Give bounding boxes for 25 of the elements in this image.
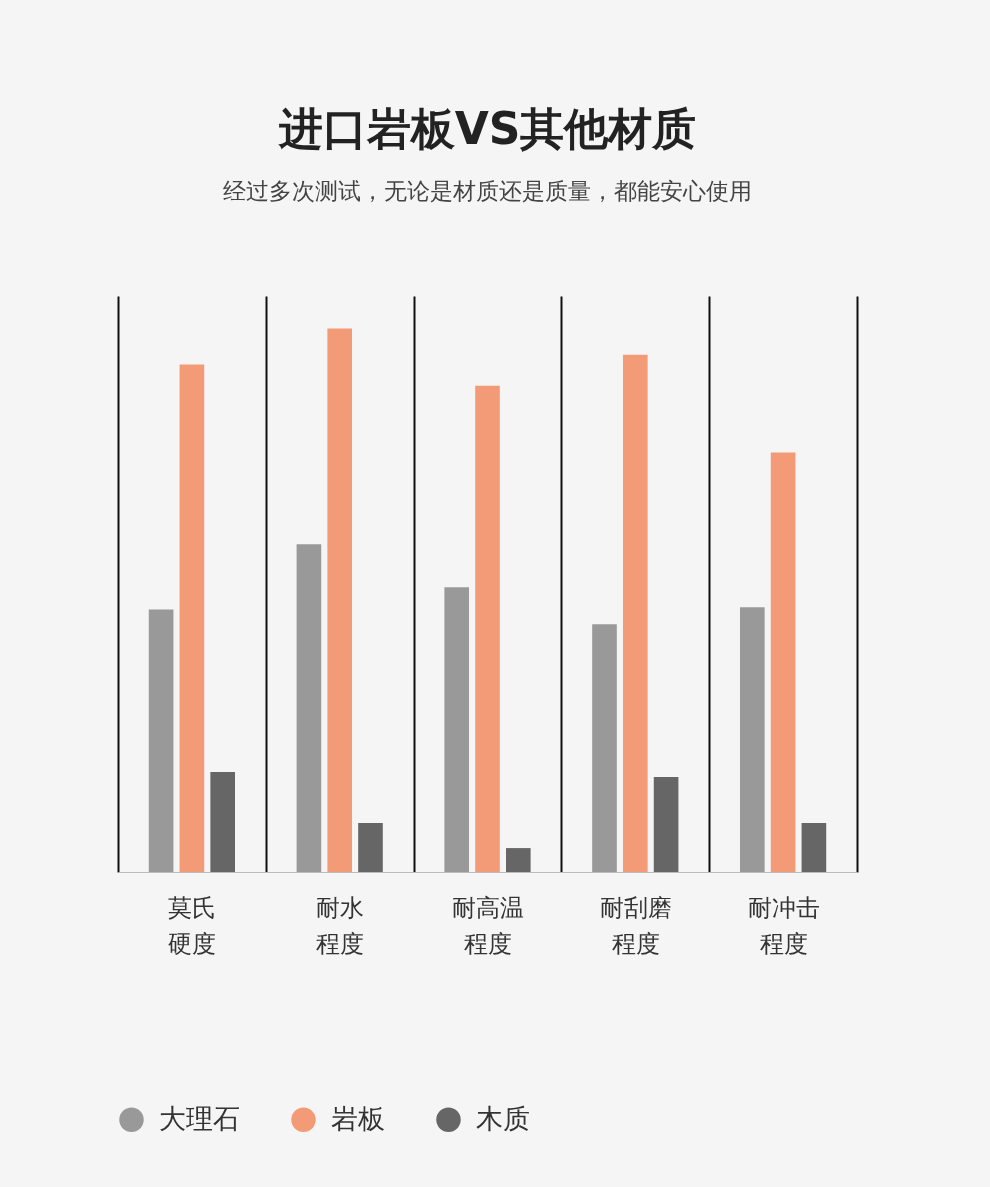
- legend-label: 大理石: [159, 1102, 240, 1134]
- x-tick-label: 耐刮磨程度: [599, 893, 672, 958]
- bar: [592, 624, 617, 872]
- bar: [210, 772, 236, 872]
- legend-label: 木质: [476, 1102, 530, 1134]
- x-tick-label: 耐水程度: [316, 893, 365, 958]
- bar: [505, 848, 531, 872]
- legend-label: 岩板: [331, 1102, 385, 1134]
- bar: [148, 609, 174, 872]
- x-tick-label: 耐冲击程度: [747, 893, 820, 958]
- bar: [327, 328, 353, 872]
- bar: [653, 776, 679, 872]
- bar: [358, 823, 383, 872]
- bar: [770, 452, 796, 872]
- x-tick-label: 耐高温程度: [452, 893, 524, 958]
- bar: [801, 823, 827, 872]
- x-tick-label: 莫氏硬度: [168, 893, 217, 958]
- bar: [179, 364, 205, 872]
- bar: [739, 607, 765, 872]
- bar: [444, 587, 470, 872]
- chart-title: 进口岩板VS其他材质: [277, 103, 697, 154]
- bar: [475, 385, 500, 872]
- chart-subtitle: 经过多次测试，无论是材质还是质量，都能安心使用: [223, 178, 752, 204]
- bar: [296, 544, 322, 872]
- bar: [622, 354, 648, 872]
